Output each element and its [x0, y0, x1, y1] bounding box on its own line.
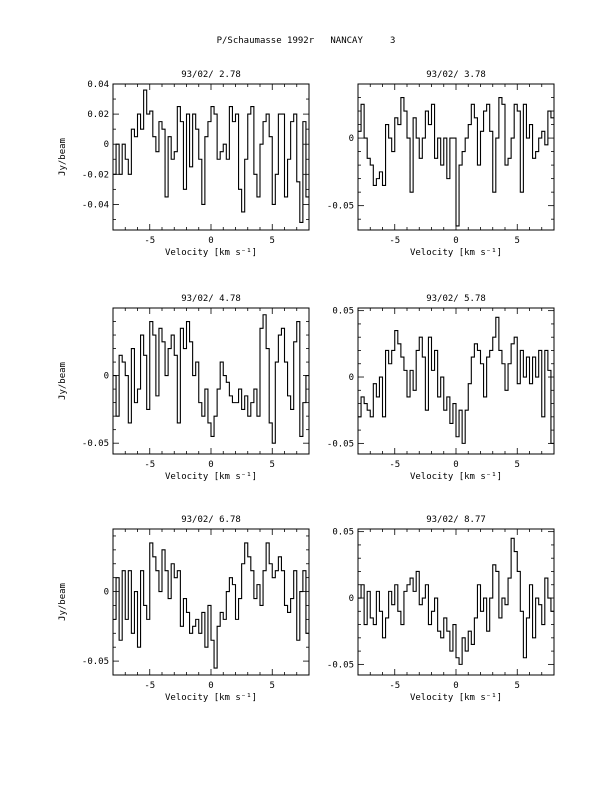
panel-title: 93/02/ 3.78 [426, 70, 486, 80]
page-title: P/Schaumasse 1992r NANCAY 3 [216, 36, 396, 46]
series-line [358, 316, 554, 444]
x-axis-label: Velocity [km s⁻¹] [165, 693, 257, 703]
panel-title: 93/02/ 4.78 [181, 294, 241, 304]
y-axis-label: Jy/beam [58, 362, 68, 400]
series-line [113, 314, 309, 444]
series-line [358, 96, 554, 227]
x-tick-label: 5 [515, 681, 520, 691]
chart-panel-2: -5 0 5 0 -0.05 93/02/ 3.78 Velocity [km s⁻¹] [327, 70, 555, 258]
x-tick-label: -5 [389, 460, 400, 470]
x-tick-label: -5 [144, 236, 155, 246]
x-tick-label: 0 [208, 681, 213, 691]
y-axis-label: Jy/beam [58, 583, 68, 621]
x-tick-label: 0 [453, 681, 458, 691]
chart-panel-4: -5 0 5 0.05 0 -0.05 93/02/ 5.78 Velocity [km s⁻… [327, 294, 555, 482]
x-tick-label: -5 [389, 236, 400, 246]
y-tick-label: 0 [349, 594, 354, 604]
x-tick-label: 0 [208, 236, 213, 246]
x-tick-label: -5 [389, 681, 400, 691]
plot-frame [112, 528, 310, 676]
chart-panel-1: -5 0 5 0.04 0.02 0 -0.02 -0.04 93/02/ 2.78 Veloci… [58, 70, 310, 258]
x-tick-label: 0 [453, 460, 458, 470]
plot-frame [112, 83, 310, 231]
y-tick-label: -0.05 [327, 439, 354, 449]
y-tick-label: -0.02 [82, 170, 109, 180]
y-axis-label: Jy/beam [58, 138, 68, 176]
panel-title: 93/02/ 2.78 [181, 70, 241, 80]
panel-title: 93/02/ 5.78 [426, 294, 486, 304]
x-axis-label: Velocity [km s⁻¹] [410, 248, 502, 258]
x-axis-label: Velocity [km s⁻¹] [165, 472, 257, 482]
x-tick-label: -5 [144, 681, 155, 691]
x-tick-label: 0 [453, 236, 458, 246]
y-tick-label: -0.04 [82, 200, 109, 210]
x-tick-label: -5 [144, 460, 155, 470]
panel-title: 93/02/ 8.77 [426, 515, 486, 525]
x-tick-label: 5 [270, 236, 275, 246]
x-tick-label: 5 [515, 236, 520, 246]
chart-panel-3: -5 0 5 0 -0.05 93/02/ 4.78 Velocity [km s⁻¹] Jy… [58, 294, 310, 482]
series-line [358, 537, 554, 665]
y-tick-label: 0 [104, 372, 109, 382]
x-tick-label: 5 [270, 681, 275, 691]
chart-panel-5: -5 0 5 0 -0.05 93/02/ 6.78 Velocity [km s⁻¹] Jy… [58, 515, 310, 703]
chart-panel-6: -5 0 5 0.05 0 -0.05 93/02/ 8.77 Velocity [km s⁻… [327, 515, 555, 703]
y-tick-label: 0.04 [87, 80, 109, 90]
y-tick-label: 0.02 [87, 110, 109, 120]
series-line [113, 542, 309, 669]
x-tick-label: 0 [208, 460, 213, 470]
y-tick-label: 0 [104, 140, 109, 150]
y-tick-label: 0.05 [332, 307, 354, 317]
x-axis-label: Velocity [km s⁻¹] [410, 693, 502, 703]
y-tick-label: 0 [104, 588, 109, 598]
x-tick-label: 5 [270, 460, 275, 470]
y-tick-label: -0.05 [327, 202, 354, 212]
y-tick-label: 0.05 [332, 528, 354, 538]
x-axis-label: Velocity [km s⁻¹] [165, 248, 257, 258]
x-axis-label: Velocity [km s⁻¹] [410, 472, 502, 482]
y-tick-label: -0.05 [82, 657, 109, 667]
panel-title: 93/02/ 6.78 [181, 515, 241, 525]
y-tick-label: -0.05 [82, 439, 109, 449]
y-tick-label: -0.05 [327, 660, 354, 670]
y-tick-label: 0 [349, 373, 354, 383]
y-tick-label: 0 [349, 134, 354, 144]
x-tick-label: 5 [515, 460, 520, 470]
series-line [113, 89, 309, 224]
